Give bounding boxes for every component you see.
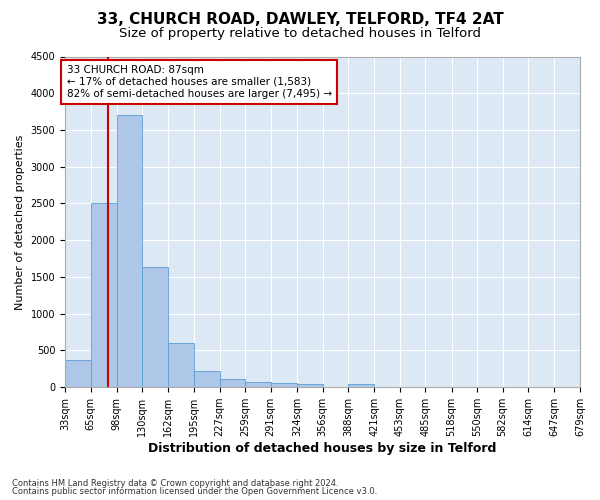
Bar (194, 371, 220, 387)
Bar (245, 382, 271, 387)
Text: Size of property relative to detached houses in Telford: Size of property relative to detached ho… (119, 28, 481, 40)
Text: Contains HM Land Registry data © Crown copyright and database right 2024.: Contains HM Land Registry data © Crown c… (12, 478, 338, 488)
Bar (168, 343, 194, 387)
Bar (271, 383, 297, 387)
X-axis label: Distribution of detached houses by size in Telford: Distribution of detached houses by size … (148, 442, 497, 455)
Bar (297, 384, 323, 387)
Bar (117, 116, 142, 387)
Bar (91, 204, 117, 387)
Y-axis label: Number of detached properties: Number of detached properties (15, 134, 25, 310)
Bar (142, 268, 168, 387)
Text: 33 CHURCH ROAD: 87sqm
← 17% of detached houses are smaller (1,583)
82% of semi-d: 33 CHURCH ROAD: 87sqm ← 17% of detached … (67, 66, 332, 98)
Text: 33, CHURCH ROAD, DAWLEY, TELFORD, TF4 2AT: 33, CHURCH ROAD, DAWLEY, TELFORD, TF4 2A… (97, 12, 503, 28)
Text: Contains public sector information licensed under the Open Government Licence v3: Contains public sector information licen… (12, 487, 377, 496)
Bar (65, 360, 91, 387)
Bar (220, 379, 245, 387)
Bar (348, 384, 374, 387)
